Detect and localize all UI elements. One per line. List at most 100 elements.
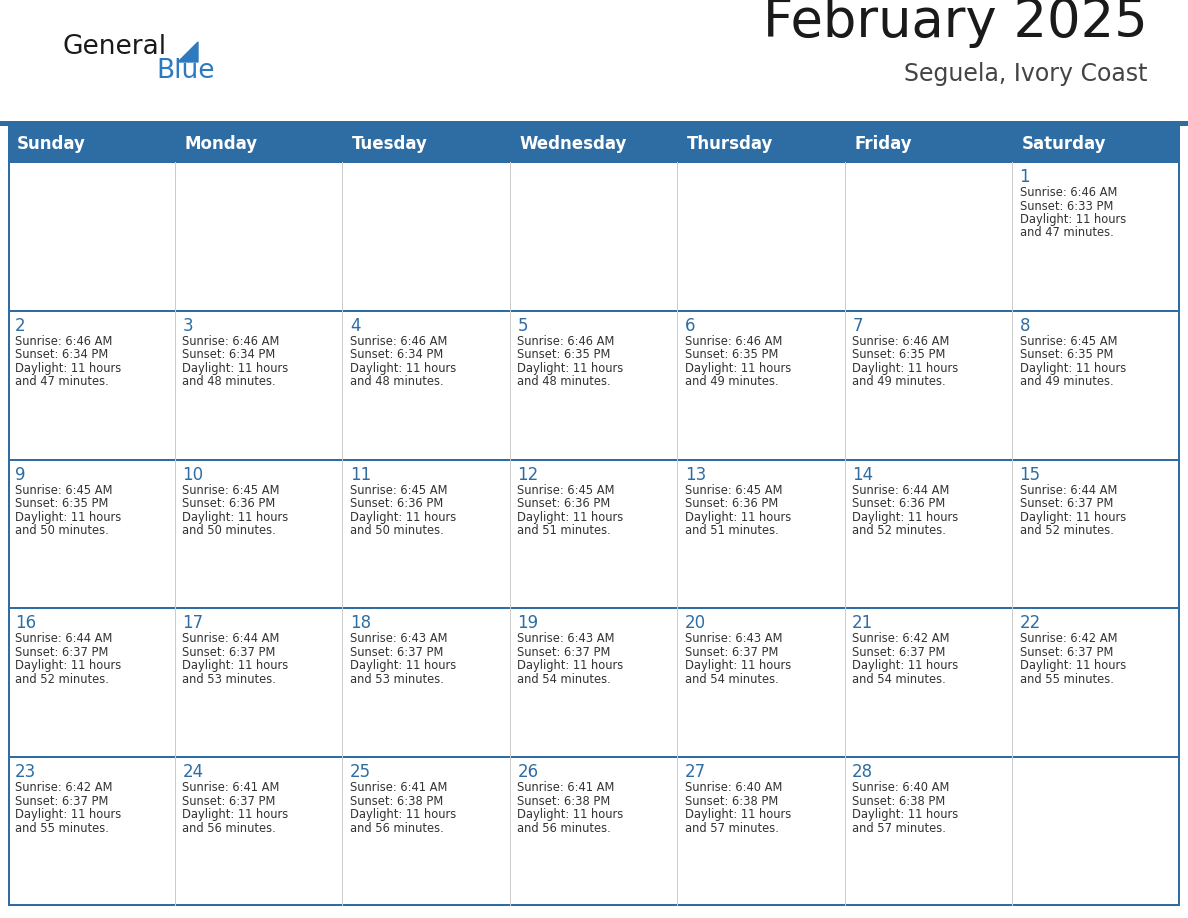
Text: Monday: Monday — [184, 135, 258, 153]
Text: Daylight: 11 hours: Daylight: 11 hours — [15, 362, 121, 375]
Bar — [845, 460, 1012, 609]
Text: and 53 minutes.: and 53 minutes. — [183, 673, 277, 686]
Text: Sunset: 6:38 PM: Sunset: 6:38 PM — [517, 795, 611, 808]
Text: 10: 10 — [183, 465, 203, 484]
Text: and 52 minutes.: and 52 minutes. — [1019, 524, 1113, 537]
Text: Sunrise: 6:41 AM: Sunrise: 6:41 AM — [517, 781, 614, 794]
Text: and 49 minutes.: and 49 minutes. — [1019, 375, 1113, 388]
Text: 13: 13 — [684, 465, 706, 484]
Bar — [511, 162, 677, 311]
Text: Sunset: 6:37 PM: Sunset: 6:37 PM — [183, 646, 276, 659]
Text: Sunrise: 6:45 AM: Sunrise: 6:45 AM — [15, 484, 113, 497]
Text: Sunset: 6:37 PM: Sunset: 6:37 PM — [684, 646, 778, 659]
Bar — [845, 757, 1012, 906]
Text: Sunrise: 6:46 AM: Sunrise: 6:46 AM — [349, 335, 447, 348]
Text: Sunset: 6:38 PM: Sunset: 6:38 PM — [349, 795, 443, 808]
Bar — [1012, 609, 1180, 757]
Text: Sunset: 6:34 PM: Sunset: 6:34 PM — [349, 348, 443, 362]
Text: Sunrise: 6:45 AM: Sunrise: 6:45 AM — [1019, 335, 1117, 348]
Text: Sunset: 6:37 PM: Sunset: 6:37 PM — [1019, 646, 1113, 659]
Text: Sunset: 6:37 PM: Sunset: 6:37 PM — [15, 646, 108, 659]
Text: 20: 20 — [684, 614, 706, 633]
Bar — [845, 311, 1012, 460]
Text: Sunrise: 6:45 AM: Sunrise: 6:45 AM — [684, 484, 782, 497]
Text: 8: 8 — [1019, 317, 1030, 335]
Text: Sunrise: 6:45 AM: Sunrise: 6:45 AM — [349, 484, 448, 497]
Text: and 50 minutes.: and 50 minutes. — [349, 524, 443, 537]
Text: 2: 2 — [15, 317, 26, 335]
Text: Sunset: 6:35 PM: Sunset: 6:35 PM — [852, 348, 946, 362]
Text: Daylight: 11 hours: Daylight: 11 hours — [517, 659, 624, 672]
Text: Daylight: 11 hours: Daylight: 11 hours — [517, 808, 624, 822]
Bar — [845, 609, 1012, 757]
Bar — [8, 904, 1180, 906]
Text: Daylight: 11 hours: Daylight: 11 hours — [15, 659, 121, 672]
Text: Sunrise: 6:42 AM: Sunrise: 6:42 AM — [852, 633, 949, 645]
Text: Daylight: 11 hours: Daylight: 11 hours — [684, 659, 791, 672]
Text: Thursday: Thursday — [687, 135, 773, 153]
Text: Sunrise: 6:45 AM: Sunrise: 6:45 AM — [183, 484, 280, 497]
Text: and 51 minutes.: and 51 minutes. — [517, 524, 611, 537]
Text: 28: 28 — [852, 763, 873, 781]
Text: and 47 minutes.: and 47 minutes. — [1019, 227, 1113, 240]
Text: 4: 4 — [349, 317, 360, 335]
Text: Sunset: 6:37 PM: Sunset: 6:37 PM — [349, 646, 443, 659]
Text: Sunset: 6:35 PM: Sunset: 6:35 PM — [15, 498, 108, 510]
Text: and 49 minutes.: and 49 minutes. — [684, 375, 778, 388]
Text: Sunrise: 6:41 AM: Sunrise: 6:41 AM — [183, 781, 280, 794]
Text: Sunrise: 6:42 AM: Sunrise: 6:42 AM — [1019, 633, 1117, 645]
Bar — [1012, 757, 1180, 906]
Text: and 57 minutes.: and 57 minutes. — [684, 822, 778, 834]
Text: 7: 7 — [852, 317, 862, 335]
Text: Sunset: 6:35 PM: Sunset: 6:35 PM — [1019, 348, 1113, 362]
Text: Sunset: 6:34 PM: Sunset: 6:34 PM — [15, 348, 108, 362]
Text: and 54 minutes.: and 54 minutes. — [517, 673, 611, 686]
Bar — [677, 460, 845, 609]
Text: Sunset: 6:36 PM: Sunset: 6:36 PM — [517, 498, 611, 510]
Text: 5: 5 — [517, 317, 527, 335]
Bar — [8, 126, 10, 906]
Bar — [511, 311, 677, 460]
Text: 16: 16 — [15, 614, 36, 633]
Text: Sunrise: 6:43 AM: Sunrise: 6:43 AM — [349, 633, 448, 645]
Text: Wednesday: Wednesday — [519, 135, 626, 153]
Text: and 56 minutes.: and 56 minutes. — [517, 822, 611, 834]
Text: 26: 26 — [517, 763, 538, 781]
Text: and 52 minutes.: and 52 minutes. — [15, 673, 109, 686]
Text: Sunrise: 6:41 AM: Sunrise: 6:41 AM — [349, 781, 447, 794]
Text: 12: 12 — [517, 465, 538, 484]
Bar — [677, 757, 845, 906]
Text: Sunset: 6:37 PM: Sunset: 6:37 PM — [1019, 498, 1113, 510]
Text: Daylight: 11 hours: Daylight: 11 hours — [1019, 510, 1126, 523]
Text: and 47 minutes.: and 47 minutes. — [15, 375, 109, 388]
Text: Sunset: 6:37 PM: Sunset: 6:37 PM — [517, 646, 611, 659]
Text: Daylight: 11 hours: Daylight: 11 hours — [517, 510, 624, 523]
Text: and 49 minutes.: and 49 minutes. — [852, 375, 946, 388]
Text: Sunrise: 6:44 AM: Sunrise: 6:44 AM — [1019, 484, 1117, 497]
Bar — [8, 609, 176, 757]
Text: Daylight: 11 hours: Daylight: 11 hours — [15, 808, 121, 822]
Bar — [176, 757, 343, 906]
Text: and 51 minutes.: and 51 minutes. — [684, 524, 778, 537]
Bar — [8, 126, 1180, 162]
Text: February 2025: February 2025 — [763, 0, 1148, 48]
Bar — [0, 121, 1188, 126]
Text: and 55 minutes.: and 55 minutes. — [1019, 673, 1113, 686]
Bar — [343, 162, 511, 311]
Bar — [1012, 311, 1180, 460]
Text: Sunrise: 6:46 AM: Sunrise: 6:46 AM — [1019, 186, 1117, 199]
Text: and 48 minutes.: and 48 minutes. — [517, 375, 611, 388]
Text: Daylight: 11 hours: Daylight: 11 hours — [183, 362, 289, 375]
Text: and 48 minutes.: and 48 minutes. — [349, 375, 443, 388]
Bar — [8, 309, 1180, 312]
Text: Sunrise: 6:46 AM: Sunrise: 6:46 AM — [684, 335, 782, 348]
Text: and 52 minutes.: and 52 minutes. — [852, 524, 946, 537]
Text: Sunset: 6:36 PM: Sunset: 6:36 PM — [349, 498, 443, 510]
Text: Sunset: 6:37 PM: Sunset: 6:37 PM — [15, 795, 108, 808]
Text: 3: 3 — [183, 317, 194, 335]
Text: and 50 minutes.: and 50 minutes. — [15, 524, 109, 537]
Text: Saturday: Saturday — [1022, 135, 1106, 153]
Text: 17: 17 — [183, 614, 203, 633]
Text: Daylight: 11 hours: Daylight: 11 hours — [1019, 659, 1126, 672]
Text: Sunset: 6:38 PM: Sunset: 6:38 PM — [852, 795, 946, 808]
